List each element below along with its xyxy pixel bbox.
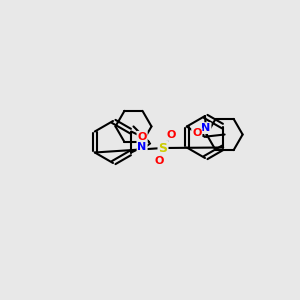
- Text: S: S: [158, 142, 167, 154]
- Text: O: O: [166, 130, 176, 140]
- Text: N: N: [201, 123, 211, 133]
- Text: N: N: [137, 142, 147, 152]
- Text: O: O: [192, 128, 202, 138]
- Text: O: O: [154, 156, 164, 166]
- Text: O: O: [137, 132, 147, 142]
